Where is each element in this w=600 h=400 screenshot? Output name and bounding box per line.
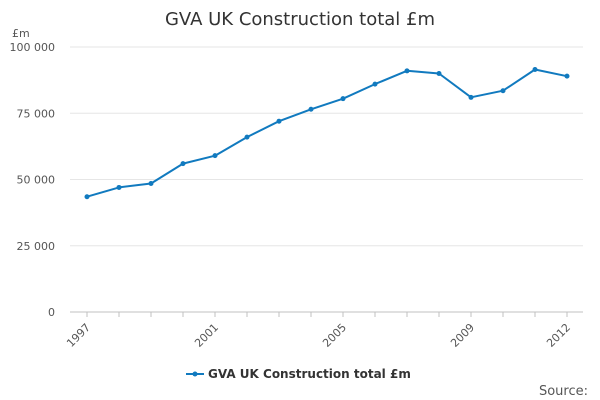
data-point[interactable] (340, 96, 346, 102)
data-point[interactable] (148, 180, 154, 186)
data-point[interactable] (308, 106, 314, 112)
data-point[interactable] (564, 73, 570, 79)
legend-label: GVA UK Construction total £m (208, 367, 411, 381)
data-point[interactable] (436, 71, 442, 76)
x-tick-label: 2012 (544, 321, 573, 350)
data-point[interactable] (84, 194, 90, 200)
legend[interactable]: GVA UK Construction total £m (186, 367, 411, 381)
x-axis: 1997 2001 2005 2009 2012 (64, 312, 573, 350)
data-point[interactable] (276, 118, 282, 124)
data-point[interactable] (532, 67, 538, 73)
data-point[interactable] (212, 153, 218, 159)
y-axis-unit-label: £m (12, 27, 30, 40)
grid-lines (70, 46, 583, 313)
series-line[interactable] (86, 68, 568, 198)
data-point[interactable] (244, 134, 250, 140)
legend-marker-swatch (192, 371, 198, 377)
source-label: Source: (539, 384, 588, 399)
y-tick-label: 75 000 (17, 107, 56, 120)
y-tick-label: 0 (48, 306, 55, 319)
data-point[interactable] (180, 161, 186, 167)
x-tick-label: 2001 (192, 321, 221, 350)
y-tick-label: 100 000 (10, 41, 56, 54)
x-tick-label: 2005 (320, 321, 349, 350)
data-point[interactable] (116, 184, 122, 190)
data-point[interactable] (372, 81, 378, 87)
series-layer (84, 67, 570, 200)
data-point[interactable] (404, 68, 410, 74)
y-tick-label: 50 000 (17, 174, 56, 187)
y-tick-label: 25 000 (17, 240, 56, 253)
x-tick-label: 2009 (448, 321, 477, 350)
chart-title: GVA UK Construction total £m (165, 9, 435, 30)
data-point[interactable] (500, 88, 506, 94)
data-point[interactable] (468, 94, 474, 100)
y-axis-ticks: 0 25 000 50 000 75 000 100 000 (10, 41, 56, 319)
x-tick-label: 1997 (64, 321, 93, 350)
